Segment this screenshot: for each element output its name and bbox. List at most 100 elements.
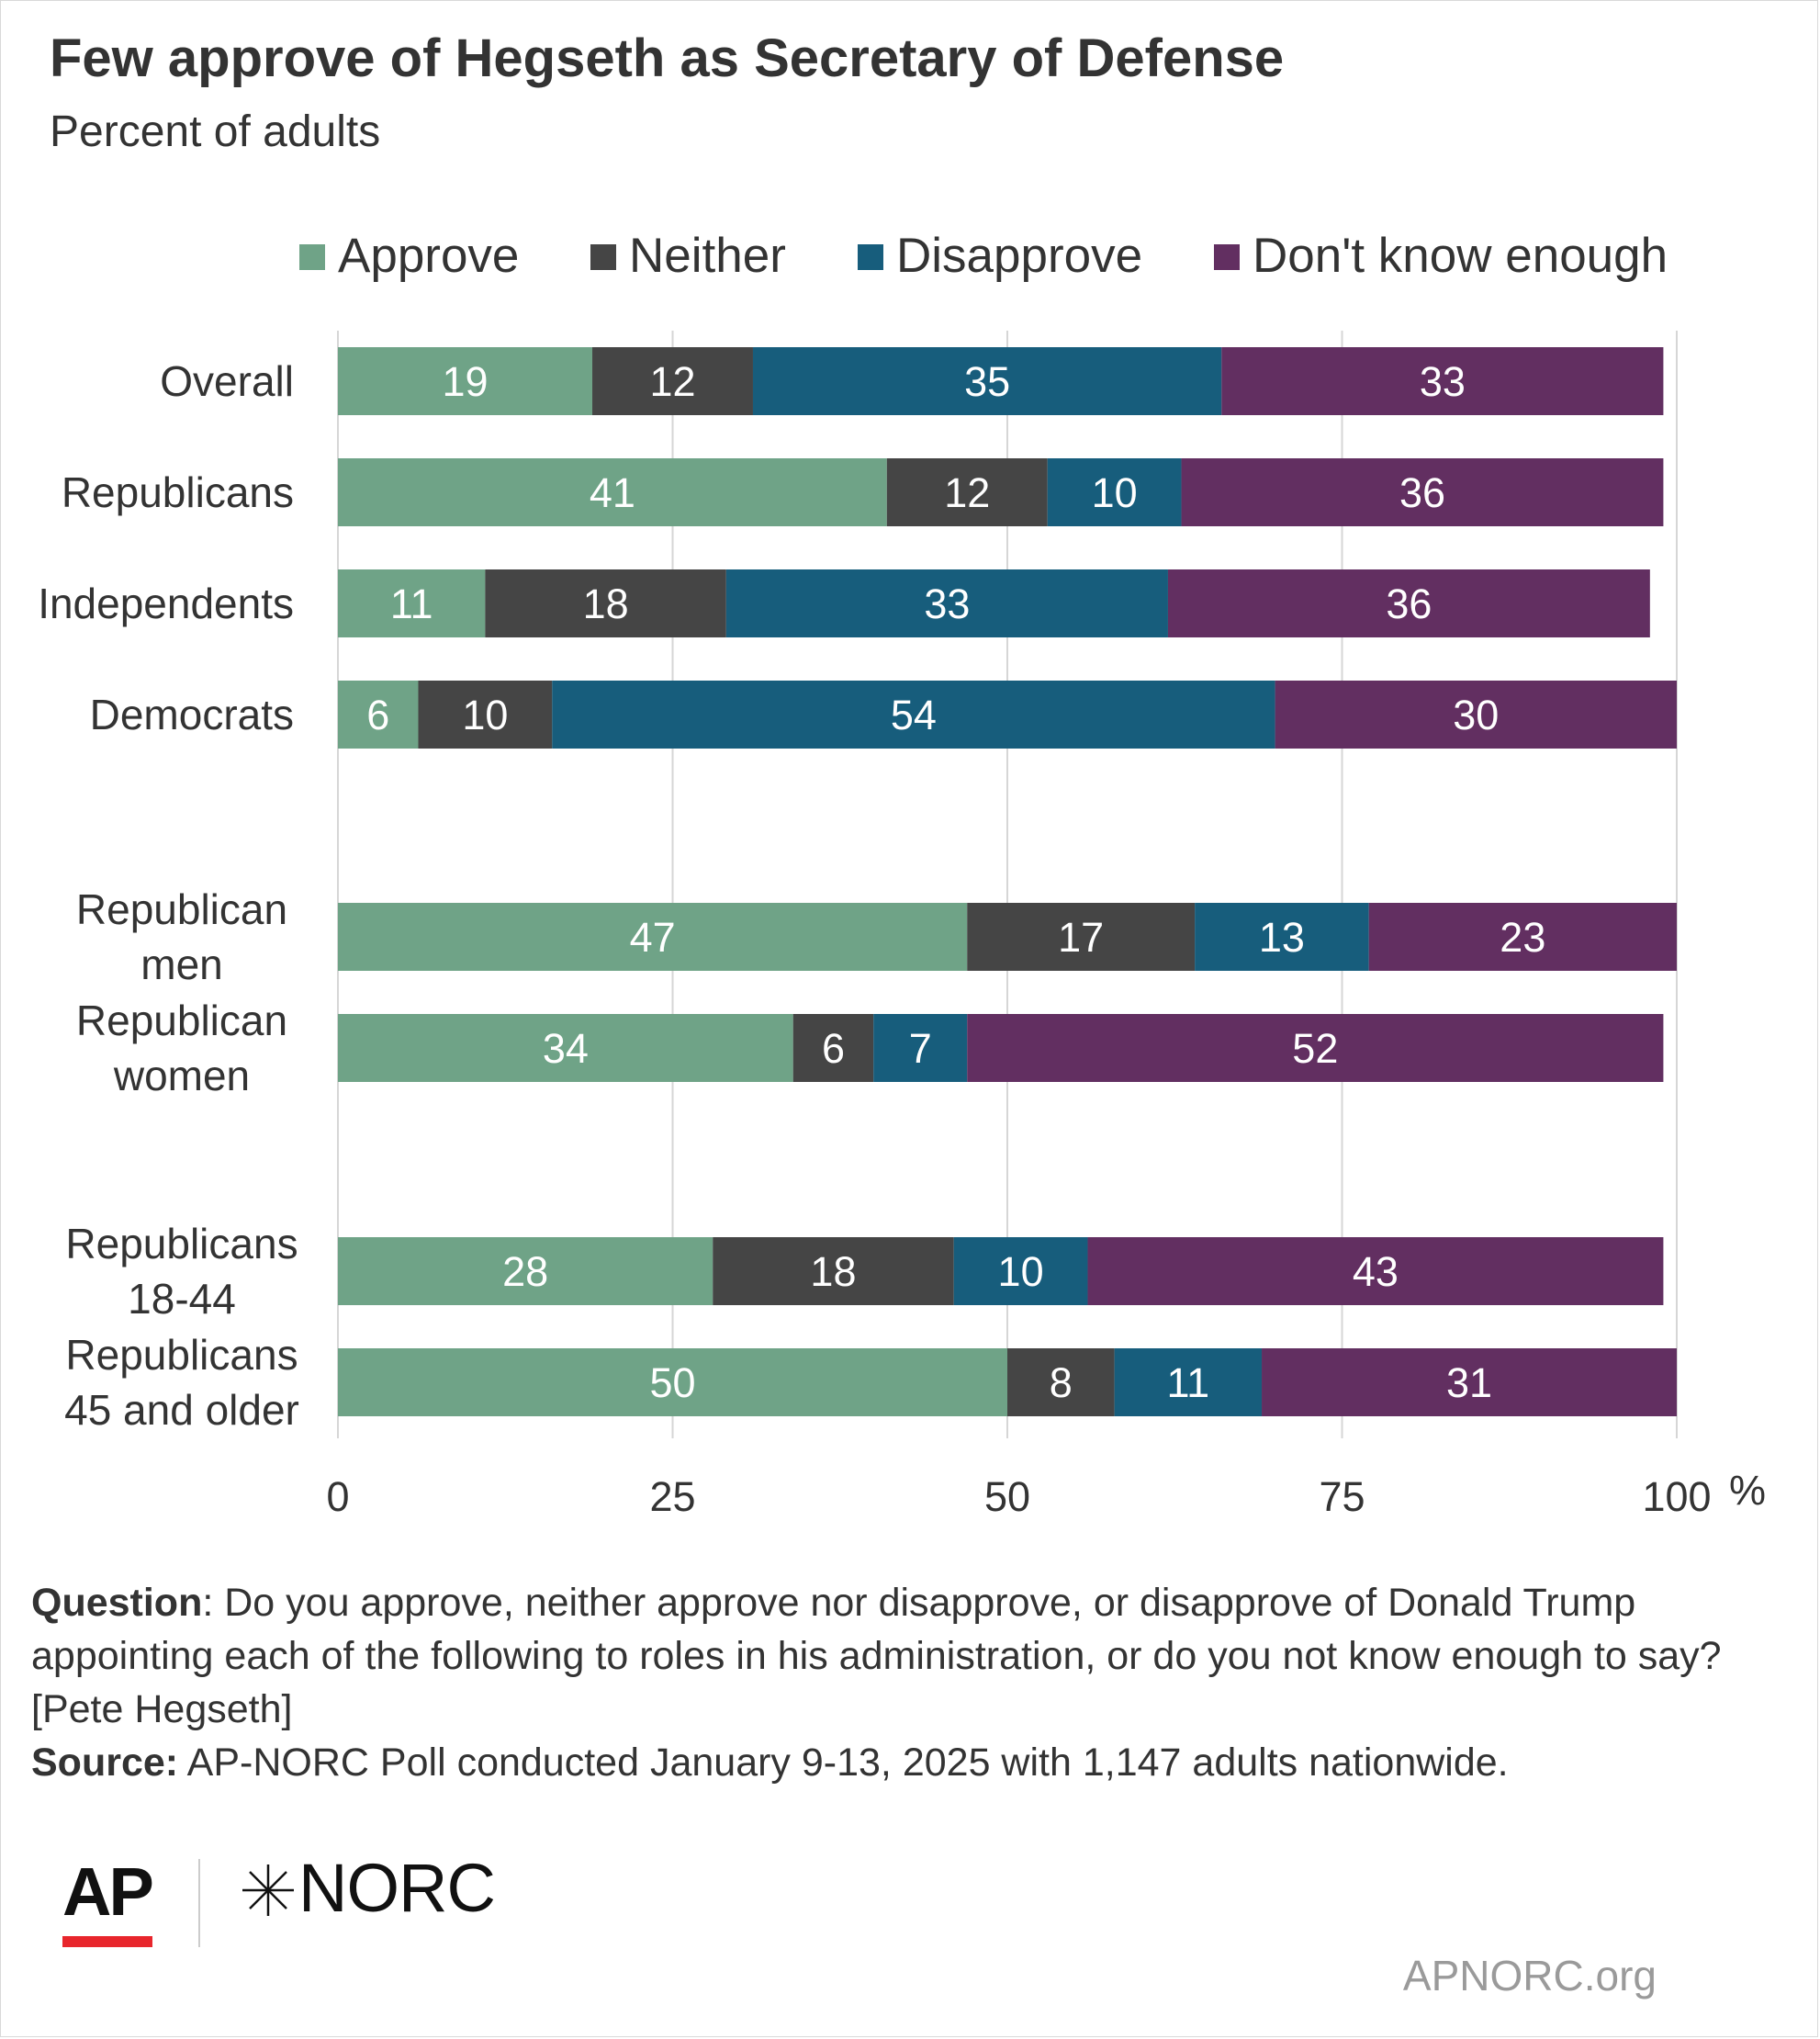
bar-value-label: 8 bbox=[1050, 1359, 1073, 1406]
bar-value-label: 34 bbox=[543, 1025, 589, 1072]
bar-value-label: 11 bbox=[390, 580, 433, 627]
bar-segment bbox=[338, 681, 419, 749]
bar-value-label: 11 bbox=[1166, 1359, 1209, 1406]
question-text: : Do you approve, neither approve nor di… bbox=[31, 1581, 1722, 1731]
x-tick-label: 75 bbox=[1319, 1473, 1365, 1520]
bar-value-label: 31 bbox=[1446, 1359, 1492, 1406]
bar-segment bbox=[886, 458, 1048, 526]
category-label: Republicans bbox=[62, 468, 294, 516]
bar-segment bbox=[418, 681, 553, 749]
bar-segment bbox=[592, 347, 753, 415]
bar-value-label: 28 bbox=[502, 1248, 548, 1295]
bar-value-label: 12 bbox=[944, 469, 990, 516]
bar-value-label: 19 bbox=[442, 358, 488, 405]
bar-segment bbox=[792, 1014, 874, 1082]
bar-value-label: 47 bbox=[630, 914, 676, 961]
category-label: Independents bbox=[38, 580, 294, 627]
source-label: Source: bbox=[31, 1740, 179, 1785]
norc-star-icon bbox=[242, 1864, 294, 1916]
bar-value-label: 10 bbox=[462, 692, 508, 738]
category-label: Republicans bbox=[65, 1331, 298, 1379]
question-label: Question bbox=[31, 1581, 203, 1625]
category-labels: Overall Republicans Independents Democrats R… bbox=[38, 357, 299, 1434]
bar-value-label: 35 bbox=[964, 358, 1010, 405]
x-axis-ticks: 0 25 50 75 100% bbox=[326, 1467, 1766, 1520]
category-label: 18-44 bbox=[128, 1275, 236, 1323]
bar-segment bbox=[725, 569, 1168, 637]
ap-logo: AP bbox=[62, 1853, 154, 1930]
legend-swatch bbox=[1214, 244, 1240, 270]
bar-segment bbox=[1262, 1348, 1677, 1416]
bar-segment bbox=[1007, 1348, 1115, 1416]
bar-segment bbox=[967, 1014, 1664, 1082]
site-url: APNORC.org bbox=[1402, 1952, 1657, 2000]
legend-label: Neither bbox=[629, 229, 786, 283]
x-tick-label: 25 bbox=[649, 1473, 695, 1520]
bar-segment bbox=[338, 569, 486, 637]
legend-label: Don't know enough bbox=[1253, 229, 1668, 283]
bar-segment bbox=[1047, 458, 1182, 526]
category-label: Republican bbox=[76, 885, 287, 933]
bar-segment bbox=[1167, 569, 1650, 637]
bar-value-label: 10 bbox=[998, 1248, 1044, 1295]
bar-segment bbox=[1181, 458, 1664, 526]
x-tick-label: 0 bbox=[326, 1473, 349, 1520]
category-label: women bbox=[113, 1052, 250, 1099]
bar-value-label: 52 bbox=[1292, 1025, 1338, 1072]
x-tick-label: 100 bbox=[1642, 1473, 1711, 1520]
bar-value-label: 17 bbox=[1058, 914, 1104, 961]
bar-value-label: 36 bbox=[1399, 469, 1445, 516]
bar-segment bbox=[1368, 903, 1677, 971]
bar-segment bbox=[338, 1348, 1007, 1416]
category-label: Democrats bbox=[90, 691, 294, 738]
bar-segment bbox=[873, 1014, 968, 1082]
bar-segment bbox=[713, 1237, 954, 1305]
norc-logo: NORC bbox=[298, 1850, 496, 1926]
category-label: Republican bbox=[76, 997, 287, 1044]
bar-segment bbox=[1087, 1237, 1664, 1305]
x-tick-label: 50 bbox=[984, 1473, 1030, 1520]
chart-notes: Question: Do you approve, neither approv… bbox=[31, 1576, 1758, 1789]
source-note: Source: AP-NORC Poll conducted January 9… bbox=[31, 1736, 1758, 1789]
x-axis-unit: % bbox=[1729, 1467, 1766, 1514]
bar-segment bbox=[1114, 1348, 1263, 1416]
bar-value-label: 30 bbox=[1453, 692, 1499, 738]
legend: Approve Neither Disapprove Don't know enoug… bbox=[299, 229, 1668, 283]
legend-swatch bbox=[858, 244, 883, 270]
bar-segment bbox=[1275, 681, 1677, 749]
question-note: Question: Do you approve, neither approv… bbox=[31, 1576, 1758, 1736]
source-text: AP-NORC Poll conducted January 9-13, 202… bbox=[178, 1740, 1509, 1785]
bar-value-label: 50 bbox=[649, 1359, 695, 1406]
bar-value-label: 6 bbox=[822, 1025, 845, 1072]
category-label: Republicans bbox=[65, 1220, 298, 1267]
logo-divider bbox=[198, 1859, 200, 1947]
legend-label: Approve bbox=[338, 229, 519, 283]
chart-title: Few approve of Hegseth as Secretary of D… bbox=[50, 28, 1285, 88]
legend-swatch bbox=[590, 244, 616, 270]
category-label: men bbox=[140, 941, 222, 988]
bar-value-label: 33 bbox=[924, 580, 970, 627]
bar-segment bbox=[338, 458, 887, 526]
bar-segment bbox=[338, 1237, 713, 1305]
category-label: 45 and older bbox=[64, 1386, 299, 1434]
legend-swatch bbox=[299, 244, 325, 270]
bar-value-label: 33 bbox=[1420, 358, 1466, 405]
bar-value-label: 12 bbox=[649, 358, 695, 405]
bar-segment bbox=[338, 347, 593, 415]
ap-logo-underline bbox=[62, 1936, 152, 1947]
category-label: Overall bbox=[160, 357, 294, 405]
bar-segment bbox=[1195, 903, 1369, 971]
bar-value-label: 7 bbox=[909, 1025, 932, 1072]
bar-value-label: 18 bbox=[810, 1248, 856, 1295]
bar-segment bbox=[485, 569, 726, 637]
bar-value-label: 36 bbox=[1386, 580, 1432, 627]
bar-value-label: 6 bbox=[366, 692, 389, 738]
bar-value-label: 13 bbox=[1259, 914, 1305, 961]
legend-label: Disapprove bbox=[896, 229, 1142, 283]
bar-segment bbox=[1221, 347, 1664, 415]
bar-value-label: 18 bbox=[583, 580, 629, 627]
bar-segment bbox=[338, 1014, 793, 1082]
bar-segment bbox=[953, 1237, 1088, 1305]
bar-value-label: 54 bbox=[891, 692, 937, 738]
